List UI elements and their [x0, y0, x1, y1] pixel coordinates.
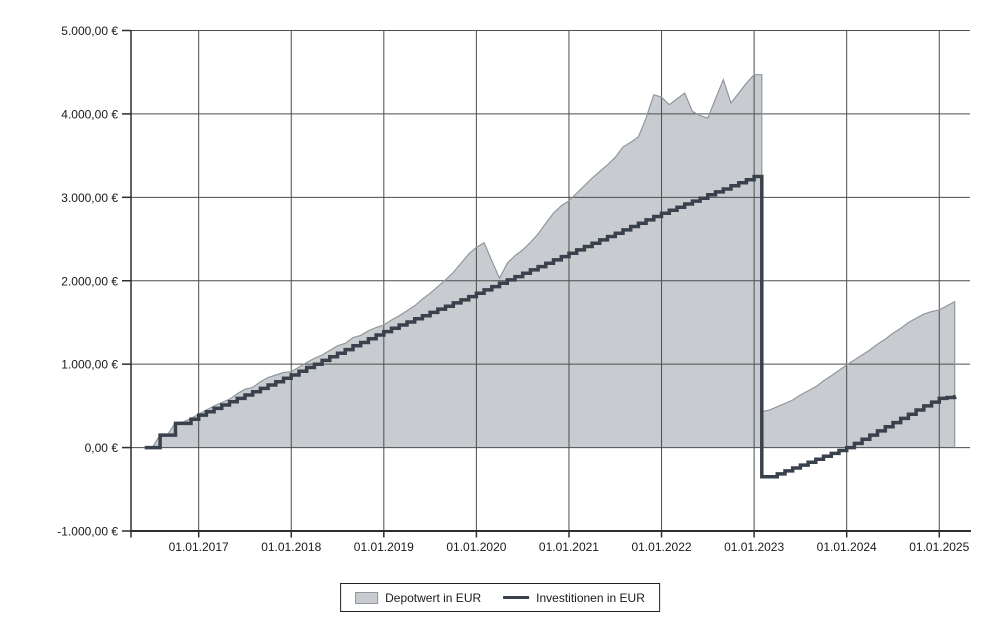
- x-tick-label: 01.01.2019: [354, 540, 414, 554]
- x-tick-label: 01.01.2025: [909, 540, 969, 554]
- y-tick-label: 1.000,00 €: [61, 358, 118, 372]
- depotwert-area-outline: [144, 74, 956, 449]
- y-tick-label: 3.000,00 €: [61, 191, 118, 205]
- y-tick-label: 4.000,00 €: [61, 107, 118, 121]
- x-tick-label: 01.01.2018: [261, 540, 321, 554]
- x-tick-label: 01.01.2024: [817, 540, 877, 554]
- legend-item-investitionen: Investitionen in EUR: [503, 591, 645, 605]
- depotwert-area-swatch: [355, 591, 379, 604]
- x-tick-label: 01.01.2017: [169, 540, 229, 554]
- investitionen-step-line: [144, 174, 957, 479]
- investitionen-line-swatch: [503, 595, 530, 600]
- x-tick-label: 01.01.2023: [724, 540, 784, 554]
- x-tick-label: 01.01.2022: [632, 540, 692, 554]
- depotwert-area: [144, 74, 955, 448]
- chart-legend: Depotwert in EUR Investitionen in EUR: [340, 583, 660, 612]
- depot-performance-chart: 5.000,00 € 4.000,00 € 3.000,00 € 2.000,00 €…: [57, 24, 971, 554]
- x-tick-label: 01.01.2020: [446, 540, 506, 554]
- y-tick-label: 0,00 €: [85, 441, 119, 455]
- legend-label-investitionen: Investitionen in EUR: [536, 590, 645, 605]
- y-tick-label: 5.000,00 €: [61, 24, 118, 38]
- y-tick-label: 2.000,00 €: [61, 274, 118, 288]
- legend-label-depotwert: Depotwert in EUR: [385, 590, 482, 605]
- y-tick-label: -1.000,00 €: [57, 525, 118, 539]
- x-tick-label: 01.01.2021: [539, 540, 599, 554]
- legend-item-depotwert: Depotwert in EUR: [355, 591, 481, 605]
